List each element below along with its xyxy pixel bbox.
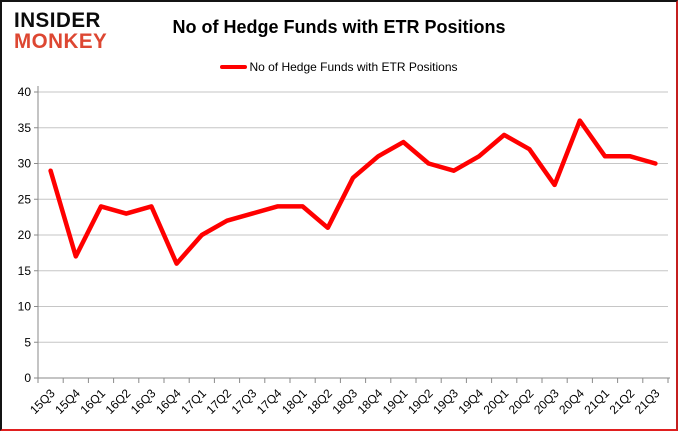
- x-axis-label: 21Q3: [632, 386, 663, 417]
- x-axis-label: 18Q2: [304, 386, 335, 417]
- y-axis-label: 0: [24, 371, 31, 385]
- x-axis-label: 17Q3: [229, 386, 260, 417]
- x-axis-label: 15Q3: [27, 386, 58, 417]
- x-axis-label: 19Q3: [430, 386, 461, 417]
- x-axis-label: 20Q3: [531, 386, 562, 417]
- chart-title: No of Hedge Funds with ETR Positions: [172, 17, 506, 37]
- x-axis-label: 21Q2: [607, 386, 638, 417]
- logo-word-insider: INSIDER: [14, 9, 101, 32]
- legend: No of Hedge Funds with ETR Positions: [2, 60, 676, 74]
- x-axis-label: 20Q2: [506, 386, 537, 417]
- x-axis-label: 17Q4: [254, 386, 285, 417]
- x-axis-label: 18Q3: [329, 386, 360, 417]
- x-axis-label: 17Q1: [178, 386, 209, 417]
- x-axis-label: 19Q1: [380, 386, 411, 417]
- x-axis-label: 18Q1: [279, 386, 310, 417]
- x-axis-label: 19Q2: [405, 386, 436, 417]
- y-axis-label: 15: [18, 264, 32, 278]
- x-axis-label: 16Q2: [103, 386, 134, 417]
- x-axis-label: 16Q4: [153, 386, 184, 417]
- legend-label: No of Hedge Funds with ETR Positions: [249, 60, 458, 74]
- x-axis-label: 20Q4: [556, 386, 587, 417]
- x-axis-label: 15Q4: [52, 386, 83, 417]
- data-line-series: [48, 118, 658, 266]
- y-axis-label: 40: [18, 85, 32, 99]
- insider-monkey-logo: INSIDER MONKEY: [14, 10, 107, 52]
- x-axis-label: 17Q2: [203, 386, 234, 417]
- logo-word-monkey: MONKEY: [14, 30, 108, 53]
- y-axis-label: 10: [18, 300, 32, 314]
- y-axis-label: 20: [18, 228, 32, 242]
- y-axis-label: 30: [18, 157, 32, 171]
- legend-line-swatch: [220, 65, 248, 69]
- y-axis-label: 5: [24, 335, 31, 349]
- x-axis-label: 16Q1: [77, 386, 108, 417]
- x-axis-label: 16Q3: [128, 386, 159, 417]
- x-axis-label: 18Q4: [355, 386, 386, 417]
- x-axis-label: 19Q4: [455, 386, 486, 417]
- x-axis-label: 20Q1: [481, 386, 512, 417]
- x-axis-label: 21Q1: [581, 386, 612, 417]
- y-axis-label: 25: [18, 192, 32, 206]
- y-axis-label: 35: [18, 121, 32, 135]
